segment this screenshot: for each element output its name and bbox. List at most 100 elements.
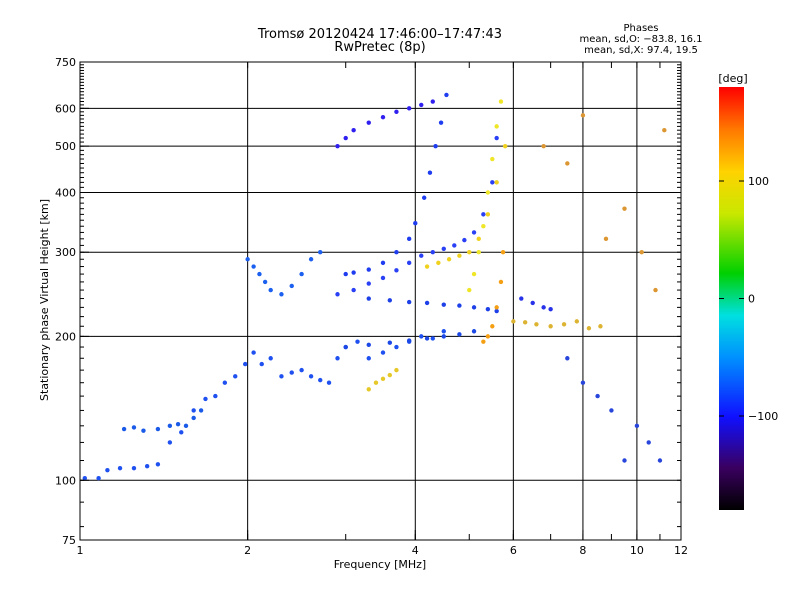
data-point	[498, 279, 504, 285]
data-point	[462, 237, 467, 243]
data-point	[406, 260, 412, 266]
x-tick-label: 4	[412, 544, 419, 557]
data-point	[467, 250, 472, 255]
data-point	[351, 270, 356, 275]
data-point	[394, 109, 399, 115]
data-point	[522, 320, 528, 325]
data-point	[530, 300, 535, 306]
data-point	[117, 465, 123, 471]
data-point	[259, 361, 264, 367]
y-tick-label: 750	[55, 56, 76, 69]
data-point	[467, 287, 472, 293]
data-point	[490, 156, 495, 162]
data-point	[198, 408, 204, 413]
x-tick-label: 2	[244, 544, 251, 557]
data-point	[380, 260, 386, 266]
data-point	[519, 296, 524, 301]
data-point	[243, 361, 248, 367]
y-tick-label: 500	[55, 140, 76, 153]
data-point	[394, 367, 399, 373]
data-point	[541, 143, 546, 149]
data-point	[490, 180, 495, 185]
data-point	[380, 350, 386, 355]
data-point	[387, 372, 393, 378]
data-point	[413, 221, 418, 226]
y-tick-label: 200	[55, 330, 76, 343]
x-tick-label: 10	[630, 544, 644, 557]
data-point	[494, 308, 499, 314]
data-point	[548, 306, 553, 312]
data-point	[251, 264, 256, 269]
data-point	[394, 250, 399, 255]
data-point	[430, 99, 435, 104]
data-point	[191, 408, 196, 413]
colorbar-tick-label: 100	[748, 175, 769, 188]
data-point	[595, 393, 600, 399]
data-point	[441, 329, 446, 334]
colorbar-tick-label: 0	[748, 293, 755, 306]
data-point	[191, 415, 196, 421]
data-point	[490, 324, 495, 329]
data-point	[355, 339, 360, 344]
data-point	[406, 236, 412, 242]
data-point	[318, 377, 323, 383]
chart-subtitle: RwPretec (8p)	[334, 40, 426, 55]
data-point	[233, 374, 238, 379]
x-tick-label: 8	[579, 544, 586, 557]
data-point	[318, 250, 323, 255]
data-point	[308, 374, 314, 379]
data-point	[433, 143, 438, 149]
y-tick-label: 600	[55, 102, 76, 115]
data-point	[494, 135, 499, 141]
data-point	[380, 114, 386, 120]
data-point	[366, 296, 371, 301]
data-point	[421, 195, 427, 200]
data-point	[380, 376, 386, 382]
y-tick-label: 75	[62, 534, 76, 547]
y-axis-ticks: 75 100 200 300 400 500 600 750	[55, 56, 681, 547]
data-point	[574, 319, 580, 324]
colorbar-label: [deg]	[718, 72, 747, 85]
data-point	[485, 334, 491, 339]
data-point	[245, 257, 250, 262]
data-point	[222, 380, 228, 385]
data-point	[289, 370, 294, 375]
data-point	[268, 287, 273, 293]
data-point	[387, 298, 393, 303]
data-point	[167, 440, 173, 445]
data-point	[366, 281, 371, 286]
data-point	[203, 396, 208, 402]
data-point	[131, 465, 137, 471]
data-point	[476, 250, 481, 255]
data-point	[308, 257, 314, 262]
data-point	[289, 283, 294, 289]
data-point	[131, 425, 137, 430]
data-point	[622, 206, 627, 211]
data-point	[548, 324, 553, 329]
data-point	[299, 367, 304, 373]
data-point	[565, 356, 570, 361]
y-tick-label: 100	[55, 474, 76, 487]
data-point	[498, 99, 504, 104]
data-point	[419, 334, 424, 339]
data-point	[457, 253, 462, 258]
data-point	[394, 344, 399, 350]
data-point	[105, 467, 110, 473]
data-point	[366, 120, 371, 125]
data-point	[144, 464, 150, 469]
data-point	[494, 124, 499, 129]
data-point	[502, 143, 508, 149]
phases-heading: Phases	[623, 23, 659, 34]
data-point	[580, 380, 586, 385]
data-point	[419, 102, 424, 108]
data-point	[441, 334, 446, 339]
data-point	[485, 306, 491, 312]
data-point	[279, 292, 284, 297]
data-point	[366, 267, 371, 272]
data-point	[343, 344, 348, 350]
colorbar-ticks: 100 0 −100	[719, 175, 778, 423]
data-point	[167, 423, 173, 429]
data-point	[335, 143, 340, 149]
x-tick-label: 6	[510, 544, 517, 557]
data-point	[494, 305, 499, 310]
